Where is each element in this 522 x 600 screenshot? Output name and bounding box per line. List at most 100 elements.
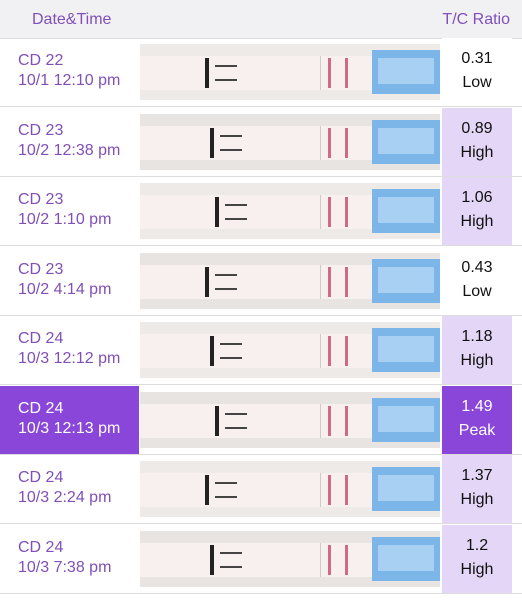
ratio-level: High <box>460 560 494 578</box>
strip-part <box>320 473 321 507</box>
ratio-cell: 0.43 Low <box>442 246 512 315</box>
ratio-value: 1.2 <box>465 536 489 554</box>
ratio-level: Peak <box>458 421 496 439</box>
strip-part <box>345 544 348 575</box>
test-strip <box>140 113 440 170</box>
ratio-cell: 1.37 High <box>442 455 512 523</box>
date-time: 10/3 2:24 pm <box>18 489 112 506</box>
strip-part <box>378 544 434 571</box>
strip-part <box>320 334 321 368</box>
date-time: 10/2 4:14 pm <box>18 280 112 298</box>
ratio-value: 0.31 <box>461 50 493 67</box>
strip-part <box>205 58 209 88</box>
date-header: Date&Time <box>32 11 112 28</box>
ratio-value: 1.49 <box>461 397 493 415</box>
strip-part <box>320 56 321 90</box>
strip-part <box>215 482 237 498</box>
strip-part <box>320 125 321 160</box>
date-time: 10/3 12:13 pm <box>18 419 121 437</box>
strip-part <box>345 475 348 505</box>
result-row[interactable]: CD 24 10/3 7:38 pm 1.2 High <box>0 524 522 594</box>
strip-part <box>378 266 434 293</box>
date-time: 10/2 1:10 pm <box>18 211 112 228</box>
strip-part <box>345 58 348 88</box>
ratio-level: High <box>460 143 494 161</box>
strip-part <box>220 551 242 568</box>
ratio-value: 0.89 <box>461 119 493 137</box>
strip-part <box>328 544 331 575</box>
strip-part <box>328 266 331 297</box>
strip-part <box>328 197 331 227</box>
cycle-day: CD 23 <box>18 191 64 208</box>
strip-part <box>225 412 247 429</box>
test-strip <box>140 322 440 378</box>
ratio-cell: 0.31 Low <box>442 38 512 106</box>
strip-part <box>328 336 331 366</box>
result-row[interactable]: CD 23 10/2 1:10 pm 1.06 High <box>0 177 522 246</box>
date-cell: CD 23 10/2 4:14 pm <box>0 247 139 315</box>
strip-part <box>210 127 214 158</box>
cycle-day: CD 22 <box>18 52 64 69</box>
cycle-day: CD 24 <box>18 538 64 556</box>
strip-part <box>320 403 321 438</box>
strip-part <box>215 273 237 290</box>
ratio-value: 1.37 <box>461 467 493 484</box>
ratio-cell: 1.2 High <box>442 524 512 593</box>
cycle-day: CD 23 <box>18 121 64 139</box>
result-row[interactable]: CD 23 10/2 12:38 pm 0.89 High <box>0 107 522 177</box>
strip-part <box>320 542 321 577</box>
cycle-day: CD 24 <box>18 399 64 417</box>
date-time: 10/1 12:10 pm <box>18 72 121 89</box>
strip-part <box>378 58 434 84</box>
strip-part <box>210 336 214 366</box>
strip-part <box>328 405 331 436</box>
strip-part <box>320 195 321 229</box>
date-time: 10/2 12:38 pm <box>18 141 121 159</box>
test-strip <box>140 391 440 448</box>
date-cell: CD 24 10/3 7:38 pm <box>0 525 139 593</box>
ratio-cell: 1.06 High <box>442 177 512 245</box>
cycle-day: CD 24 <box>18 469 64 486</box>
test-strip <box>140 252 440 309</box>
result-row[interactable]: CD 24 10/3 2:24 pm 1.37 High <box>0 455 522 524</box>
ratio-cell: 1.49 Peak <box>442 385 512 454</box>
strip-part <box>378 475 434 501</box>
ratio-cell: 0.89 High <box>442 107 512 176</box>
strip-part <box>345 266 348 297</box>
strip-part <box>328 475 331 505</box>
strip-part <box>378 197 434 223</box>
ratio-value: 0.43 <box>461 258 493 276</box>
result-row[interactable]: CD 22 10/1 12:10 pm 0.31 Low <box>0 38 522 107</box>
date-cell: CD 23 10/2 12:38 pm <box>0 108 139 176</box>
ratio-level: Low <box>462 74 492 91</box>
date-cell: CD 24 10/3 12:13 pm <box>0 385 139 454</box>
ratio-header: T/C Ratio <box>442 11 510 28</box>
strip-part <box>345 197 348 227</box>
date-cell: CD 24 10/3 12:12 pm <box>0 316 139 384</box>
strip-part <box>328 127 331 158</box>
cycle-day: CD 24 <box>18 330 64 347</box>
ratio-level: High <box>460 352 494 369</box>
header: Date&Time T/C Ratio <box>0 0 522 39</box>
strip-part <box>210 544 214 575</box>
strip-part <box>345 336 348 366</box>
strip-part <box>205 266 209 297</box>
strip-part <box>215 65 237 81</box>
ratio-value: 1.18 <box>461 328 493 345</box>
result-row[interactable]: CD 24 10/3 12:13 pm 1.49 Peak <box>0 385 522 455</box>
strip-part <box>320 264 321 299</box>
strip-part <box>328 58 331 88</box>
strip-part <box>220 343 242 359</box>
date-cell: CD 22 10/1 12:10 pm <box>0 38 139 106</box>
test-strip <box>140 530 440 587</box>
date-cell: CD 24 10/3 2:24 pm <box>0 455 139 523</box>
test-strip <box>140 44 440 100</box>
test-strip <box>140 461 440 517</box>
ratio-level: High <box>460 213 494 230</box>
ratio-level: Low <box>462 282 492 300</box>
result-row[interactable]: CD 23 10/2 4:14 pm 0.43 Low <box>0 246 522 316</box>
result-row[interactable]: CD 24 10/3 12:12 pm 1.18 High <box>0 316 522 385</box>
strip-part <box>225 204 247 220</box>
strip-part <box>378 405 434 432</box>
